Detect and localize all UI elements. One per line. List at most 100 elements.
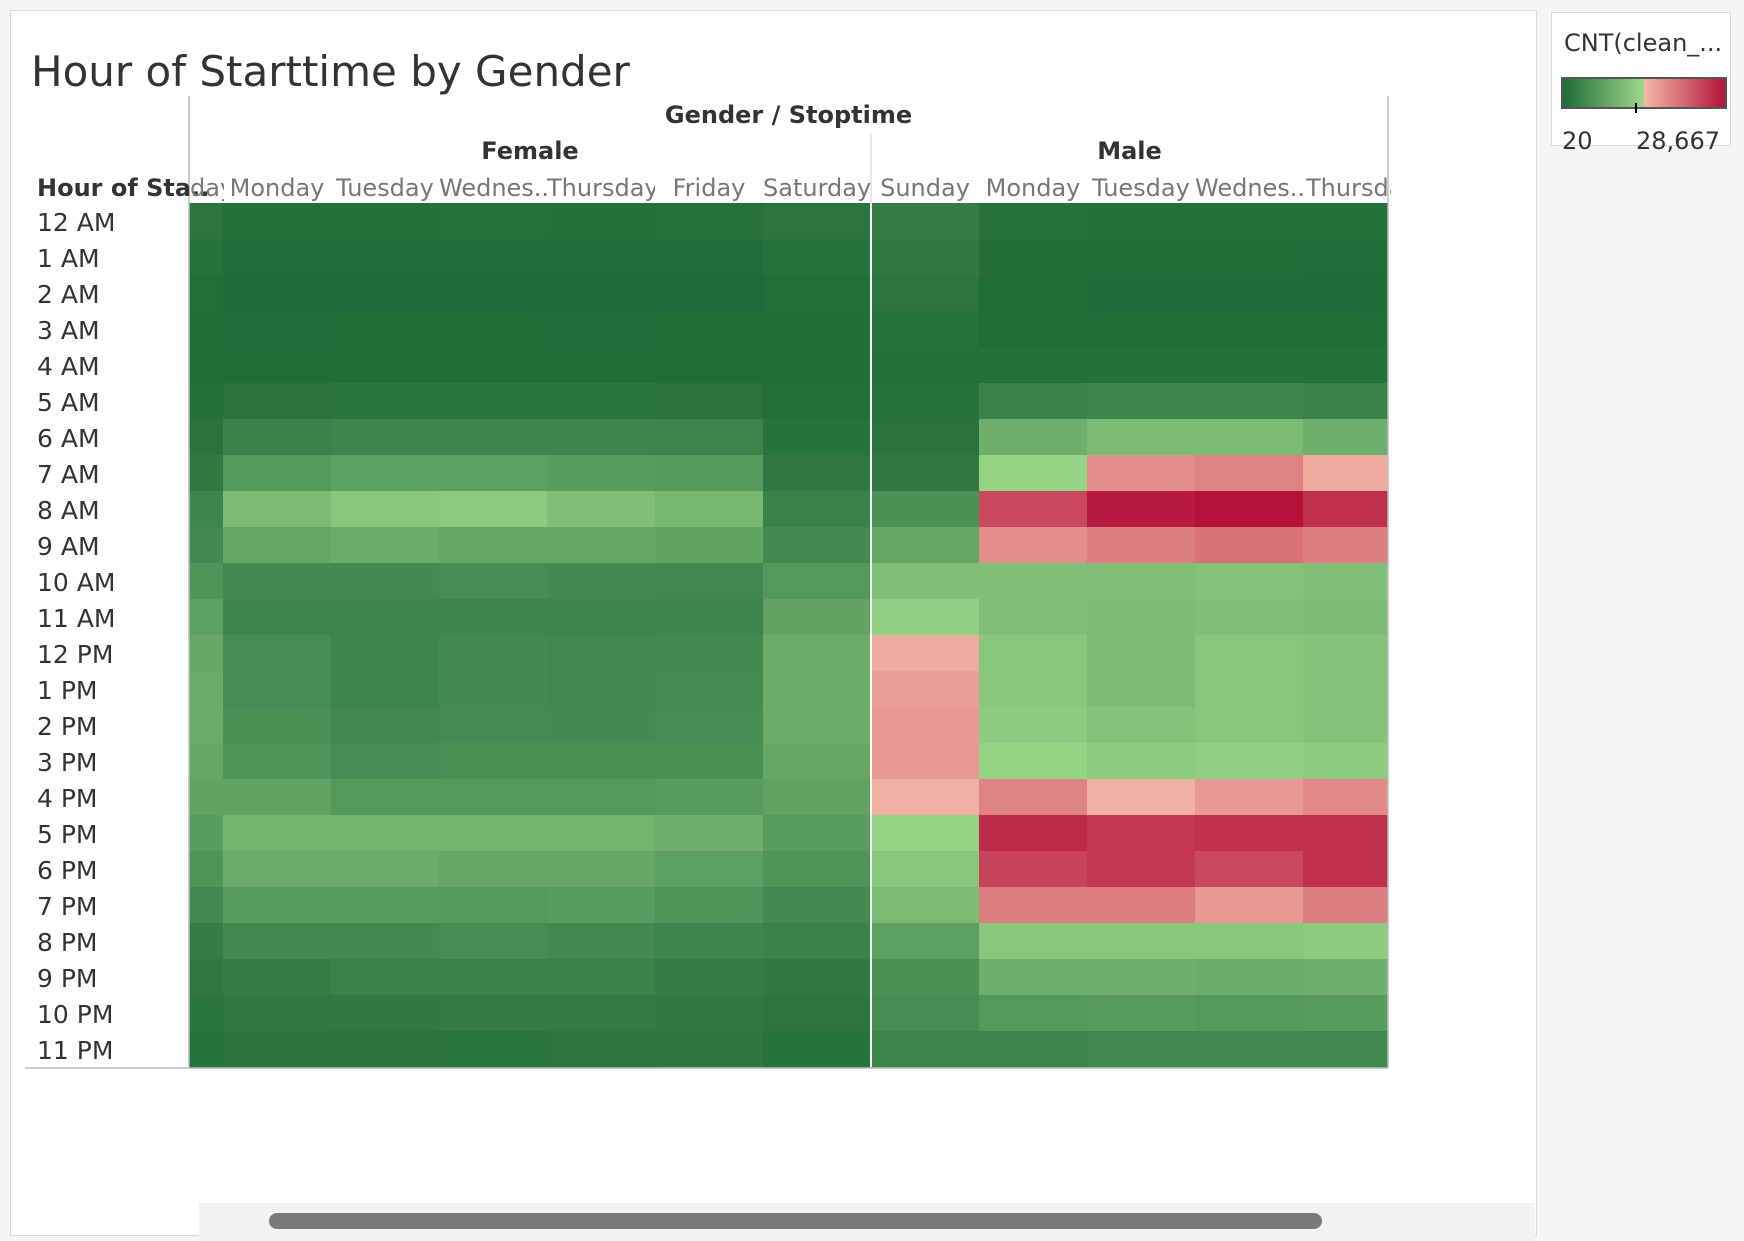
- heatmap-cell[interactable]: [189, 347, 224, 384]
- heatmap-cell[interactable]: [1087, 491, 1196, 528]
- heatmap-cell[interactable]: [763, 1031, 872, 1068]
- heatmap-cell[interactable]: [223, 419, 332, 456]
- heatmap-cell[interactable]: [1303, 239, 1389, 276]
- heatmap-cell[interactable]: [1303, 275, 1389, 312]
- heatmap-cell[interactable]: [189, 239, 224, 276]
- heatmap-cell[interactable]: [547, 383, 656, 420]
- heatmap-cell[interactable]: [223, 635, 332, 672]
- heatmap-cell[interactable]: [189, 887, 224, 924]
- heatmap-cell[interactable]: [1087, 383, 1196, 420]
- heatmap-cell[interactable]: [871, 383, 980, 420]
- heatmap-cell[interactable]: [331, 995, 440, 1032]
- heatmap-cell[interactable]: [763, 815, 872, 852]
- heatmap-cell[interactable]: [1195, 419, 1304, 456]
- heatmap-cell[interactable]: [655, 995, 764, 1032]
- heatmap-cell[interactable]: [1303, 347, 1389, 384]
- heatmap-cell[interactable]: [979, 671, 1088, 708]
- heatmap-cell[interactable]: [871, 707, 980, 744]
- heatmap-cell[interactable]: [655, 887, 764, 924]
- heatmap-cell[interactable]: [1195, 779, 1304, 816]
- heatmap-cell[interactable]: [1303, 635, 1389, 672]
- heatmap-cell[interactable]: [331, 419, 440, 456]
- heatmap-cell[interactable]: [763, 851, 872, 888]
- heatmap-cell[interactable]: [331, 671, 440, 708]
- heatmap-cell[interactable]: [1087, 995, 1196, 1032]
- heatmap-cell[interactable]: [655, 959, 764, 996]
- heatmap-cell[interactable]: [1303, 923, 1389, 960]
- heatmap-cell[interactable]: [655, 563, 764, 600]
- heatmap-cell[interactable]: [1303, 599, 1389, 636]
- heatmap-cell[interactable]: [331, 275, 440, 312]
- heatmap-cell[interactable]: [223, 923, 332, 960]
- heatmap-cell[interactable]: [1195, 923, 1304, 960]
- heatmap-cell[interactable]: [439, 707, 548, 744]
- heatmap-cell[interactable]: [547, 779, 656, 816]
- heatmap-cell[interactable]: [547, 275, 656, 312]
- heatmap-cell[interactable]: [439, 563, 548, 600]
- heatmap-cell[interactable]: [189, 563, 224, 600]
- heatmap-cell[interactable]: [979, 887, 1088, 924]
- heatmap-cell[interactable]: [439, 635, 548, 672]
- heatmap-cell[interactable]: [979, 923, 1088, 960]
- heatmap-cell[interactable]: [439, 1031, 548, 1068]
- heatmap-cell[interactable]: [655, 239, 764, 276]
- heatmap-cell[interactable]: [547, 311, 656, 348]
- heatmap-cell[interactable]: [439, 275, 548, 312]
- heatmap-cell[interactable]: [763, 887, 872, 924]
- heatmap-cell[interactable]: [1087, 671, 1196, 708]
- heatmap-cell[interactable]: [1087, 743, 1196, 780]
- heatmap-cell[interactable]: [1303, 311, 1389, 348]
- heatmap-cell[interactable]: [1195, 599, 1304, 636]
- heatmap-cell[interactable]: [439, 419, 548, 456]
- heatmap-cell[interactable]: [763, 959, 872, 996]
- heatmap-cell[interactable]: [1195, 635, 1304, 672]
- heatmap-cell[interactable]: [1087, 311, 1196, 348]
- heatmap-cell[interactable]: [547, 239, 656, 276]
- heatmap-cell[interactable]: [331, 851, 440, 888]
- heatmap-cell[interactable]: [871, 851, 980, 888]
- heatmap-cell[interactable]: [1195, 347, 1304, 384]
- heatmap-cell[interactable]: [189, 203, 224, 240]
- heatmap-cell[interactable]: [547, 635, 656, 672]
- heatmap-cell[interactable]: [547, 995, 656, 1032]
- heatmap-cell[interactable]: [1303, 527, 1389, 564]
- heatmap-cell[interactable]: [763, 347, 872, 384]
- heatmap-cell[interactable]: [439, 959, 548, 996]
- heatmap-cell[interactable]: [223, 203, 332, 240]
- heatmap-cell[interactable]: [331, 563, 440, 600]
- heatmap-cell[interactable]: [979, 527, 1088, 564]
- heatmap-cell[interactable]: [979, 455, 1088, 492]
- heatmap-cell[interactable]: [1087, 239, 1196, 276]
- heatmap-cell[interactable]: [223, 851, 332, 888]
- heatmap-cell[interactable]: [439, 815, 548, 852]
- heatmap-cell[interactable]: [655, 923, 764, 960]
- heatmap-cell[interactable]: [189, 455, 224, 492]
- heatmap-cell[interactable]: [763, 239, 872, 276]
- heatmap-cell[interactable]: [189, 743, 224, 780]
- heatmap-cell[interactable]: [189, 383, 224, 420]
- heatmap-cell[interactable]: [979, 383, 1088, 420]
- heatmap-cell[interactable]: [871, 563, 980, 600]
- heatmap-cell[interactable]: [331, 203, 440, 240]
- heatmap-cell[interactable]: [223, 491, 332, 528]
- heatmap-cell[interactable]: [223, 959, 332, 996]
- heatmap-cell[interactable]: [1087, 203, 1196, 240]
- heatmap-cell[interactable]: [547, 563, 656, 600]
- heatmap-cell[interactable]: [331, 347, 440, 384]
- heatmap-cell[interactable]: [655, 599, 764, 636]
- heatmap-cell[interactable]: [439, 383, 548, 420]
- heatmap-cell[interactable]: [763, 563, 872, 600]
- heatmap-cell[interactable]: [331, 239, 440, 276]
- heatmap-cell[interactable]: [223, 779, 332, 816]
- heatmap-cell[interactable]: [1195, 707, 1304, 744]
- heatmap-cell[interactable]: [1195, 887, 1304, 924]
- heatmap-cell[interactable]: [1087, 563, 1196, 600]
- heatmap-cell[interactable]: [547, 599, 656, 636]
- heatmap-cell[interactable]: [1195, 563, 1304, 600]
- heatmap-cell[interactable]: [547, 851, 656, 888]
- heatmap-cell[interactable]: [223, 995, 332, 1032]
- heatmap-cell[interactable]: [1195, 959, 1304, 996]
- heatmap-cell[interactable]: [655, 275, 764, 312]
- heatmap-cell[interactable]: [1195, 851, 1304, 888]
- heatmap-cell[interactable]: [331, 779, 440, 816]
